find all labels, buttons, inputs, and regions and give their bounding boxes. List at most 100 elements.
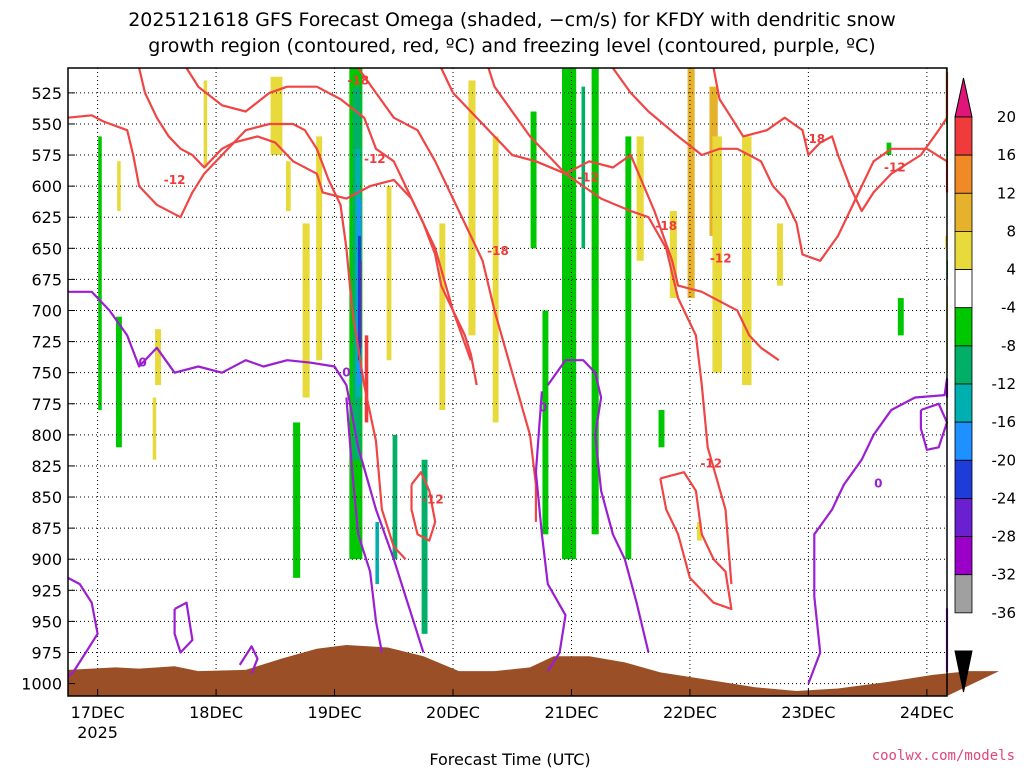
dgz-label-5: -18 (655, 219, 677, 233)
y-tick-label-3: 600 (31, 177, 62, 196)
omega-shade-34 (687, 68, 695, 299)
dgz-contour-5 (487, 67, 733, 585)
y-tick-label-0: 525 (31, 84, 62, 103)
x-tick-label-3: 20DEC (426, 703, 480, 722)
y-tick-label-18: 975 (31, 643, 62, 662)
colorbar-label-13: -36 (992, 604, 1017, 622)
colorbar-swatch-4 (954, 231, 973, 270)
omega-shade-27 (561, 68, 577, 560)
colorbar-swatch-5 (954, 269, 973, 309)
dgz-contour-9 (659, 471, 733, 611)
omega-shade-17 (364, 335, 369, 423)
colorbar-swatch-7 (954, 345, 973, 385)
omega-shade-45 (945, 235, 947, 249)
chart-title-line2: growth region (contoured, red, ºC) and f… (148, 35, 875, 57)
dgz-label-10: -12 (700, 456, 722, 470)
omega-shade-23 (468, 80, 476, 336)
y-tick-label-13: 850 (31, 488, 62, 507)
colorbar-swatch-11 (954, 498, 973, 537)
dgz-label-0: -18 (347, 73, 369, 87)
y-tick-label-16: 925 (31, 581, 62, 600)
colorbar-label-6: -8 (1001, 337, 1016, 355)
colorbar-label-3: 8 (1006, 222, 1016, 240)
terrain-layer (68, 645, 1000, 696)
dgz-contour-3 (357, 67, 538, 522)
colorbar-label-7: -12 (992, 375, 1017, 393)
dgz-label-9: -12 (422, 493, 444, 507)
y-tick-label-14: 875 (31, 519, 62, 538)
freezing-contour-8 (919, 402, 949, 451)
y-tick-label-17: 950 (31, 612, 62, 631)
dgz-contour-2 (185, 67, 478, 386)
omega-shade-8 (302, 223, 310, 398)
y-tick-label-15: 900 (31, 550, 62, 569)
x-tick-label-0: 17DEC (71, 703, 125, 722)
freezing-level-contours (67, 290, 949, 684)
omega-shade-10 (293, 422, 301, 578)
y-tick-label-6: 675 (31, 270, 62, 289)
y-axis: 525 550 575 600 625 650 675 700 725 750 775 800 825 8… (21, 84, 75, 694)
omega-shade-38 (777, 223, 783, 286)
y-tick-label-11: 800 (31, 426, 62, 445)
colorbar-label-12: -32 (992, 566, 1017, 584)
freezing-label-0: 0 (138, 356, 146, 370)
y-tick-label-4: 625 (31, 208, 62, 227)
colorbar-top-arrow (954, 77, 973, 118)
x-tick-label-5: 22DEC (663, 703, 717, 722)
omega-shade-33 (658, 409, 665, 448)
omega-shade-24 (492, 136, 499, 423)
dgz-label-6: -12 (710, 251, 732, 265)
plot-background (68, 68, 947, 696)
y-tick-label-5: 650 (31, 239, 62, 258)
freezing-contour-2 (546, 359, 650, 653)
credit-link[interactable]: coolwx.com/models (872, 748, 1015, 764)
x-tick-label-6: 23DEC (781, 703, 835, 722)
y-tick-label-12: 825 (31, 457, 62, 476)
terrain-fill (68, 645, 1000, 696)
y-tick-label-19: 1000 (21, 675, 62, 694)
omega-shading-layer (98, 68, 948, 634)
freezing-contour-1 (345, 397, 383, 653)
omega-shade-37 (742, 136, 752, 386)
freezing-contour-4 (67, 576, 99, 679)
omega-shade-39 (697, 521, 702, 541)
colorbar-label-2: 12 (997, 184, 1016, 202)
colorbar-label-0: 20 (997, 108, 1016, 126)
omega-shade-19 (375, 521, 379, 585)
x-tick-label-1: 18DEC (189, 703, 243, 722)
omega-shade-2 (115, 316, 122, 448)
omega-shade-31 (636, 136, 644, 261)
colorbar-bottom-arrow (954, 650, 973, 693)
y-tick-label-7: 700 (31, 301, 62, 320)
freezing-contour-5 (173, 601, 194, 654)
colorbar-label-10: -24 (992, 489, 1017, 507)
dgz-label-4: -12 (577, 170, 599, 184)
colorbar-swatch-3 (954, 192, 973, 232)
omega-shade-4 (152, 397, 157, 460)
colorbar-swatch-2 (954, 154, 973, 194)
colorbar-label-8: -16 (992, 413, 1017, 431)
x-axis-title: Forecast Time (UTC) (429, 750, 590, 768)
dgz-label-2: -12 (164, 173, 186, 187)
omega-shade-28 (591, 68, 599, 535)
colorbar-swatch-10 (954, 459, 973, 499)
omega-shade-21 (386, 186, 392, 361)
omega-shade-18 (392, 434, 398, 560)
dgz-contour-7 (712, 67, 949, 213)
colorbar-label-5: -4 (1001, 299, 1016, 317)
freezing-label-1: 0 (342, 366, 350, 380)
dgz-label-3: -18 (487, 244, 509, 258)
omega-shade-40 (886, 142, 892, 156)
freezing-contour-6 (238, 645, 259, 675)
dgz-contour-6 (612, 67, 949, 262)
y-tick-label-1: 550 (31, 115, 62, 134)
colorbar-swatch-13 (954, 574, 973, 614)
omega-shade-15 (357, 235, 361, 361)
colorbar-swatch-8 (954, 383, 973, 423)
freezing-contour-3 (534, 391, 567, 672)
omega-shade-0 (98, 136, 102, 410)
freezing-contour-0 (68, 290, 425, 653)
omega-shade-22 (439, 223, 446, 410)
omega-shade-16 (359, 260, 362, 348)
